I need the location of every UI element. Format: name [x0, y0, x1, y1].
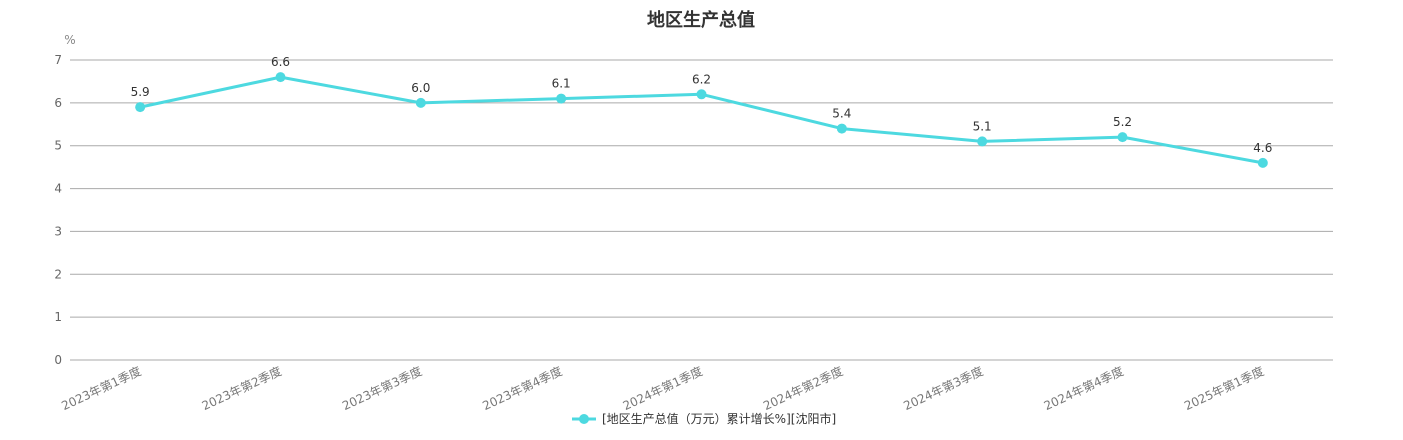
chart-title: 地区生产总值: [647, 9, 755, 31]
y-tick-label: 3: [54, 224, 62, 238]
data-point[interactable]: [556, 93, 567, 104]
data-label: 6.0: [411, 81, 430, 95]
data-label: 6.2: [692, 72, 711, 86]
data-label: 5.2: [1113, 115, 1132, 129]
data-label: 4.6: [1253, 141, 1272, 155]
data-point[interactable]: [836, 123, 847, 134]
y-tick-label: 1: [54, 310, 62, 324]
legend-label[interactable]: [地区生产总值（万元）累计增长%][沈阳市]: [602, 411, 836, 426]
y-tick-label: 0: [54, 353, 62, 367]
data-label: 5.1: [973, 119, 992, 133]
y-tick-label: 2: [54, 267, 62, 281]
x-tick-label: 2023年第2季度: [199, 363, 283, 413]
legend[interactable]: [地区生产总值（万元）累计增长%][沈阳市]: [572, 411, 836, 426]
data-point[interactable]: [696, 89, 707, 100]
x-tick-label: 2024年第2季度: [761, 363, 845, 413]
data-label: 6.1: [552, 77, 571, 91]
y-axis-unit: %: [64, 33, 75, 47]
y-tick-label: 5: [54, 139, 62, 153]
data-label: 5.4: [832, 107, 851, 121]
series-layer: 5.9 6.6 6.0 6.1 6.2 5.4 5.1 5.2 4.6: [131, 55, 1272, 168]
data-point[interactable]: [415, 97, 426, 108]
x-tick-label: 2023年第4季度: [480, 363, 564, 413]
x-tick-label: 2023年第1季度: [59, 363, 143, 413]
x-tick-label: 2025年第1季度: [1182, 363, 1266, 413]
y-axis-ticks: 0 1 2 3 4 5 6 7: [54, 53, 62, 367]
data-label: 6.6: [271, 55, 290, 69]
grid-lines: [70, 59, 1333, 361]
data-label: 5.9: [131, 85, 150, 99]
y-tick-label: 6: [54, 96, 62, 110]
x-tick-label: 2024年第1季度: [620, 363, 704, 413]
x-tick-label: 2024年第4季度: [1041, 363, 1125, 413]
data-point[interactable]: [275, 72, 286, 83]
legend-marker-icon: [579, 414, 589, 424]
data-point[interactable]: [135, 102, 146, 113]
x-tick-label: 2024年第3季度: [901, 363, 985, 413]
x-tick-label: 2023年第3季度: [340, 363, 424, 413]
data-point[interactable]: [977, 136, 988, 147]
x-axis-ticks: 2023年第1季度 2023年第2季度 2023年第3季度 2023年第4季度 2024…: [59, 363, 1266, 413]
y-tick-label: 4: [54, 182, 62, 196]
data-point[interactable]: [1257, 157, 1268, 168]
data-point[interactable]: [1117, 132, 1128, 143]
y-tick-label: 7: [54, 53, 62, 67]
